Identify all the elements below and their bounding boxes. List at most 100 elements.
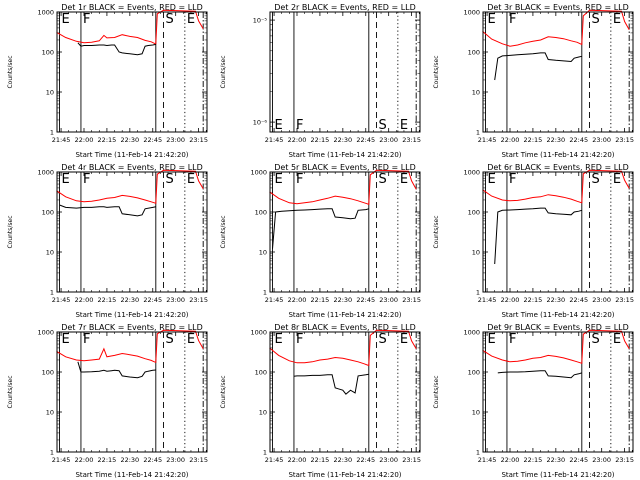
x-tick-label: 22:45 [356,136,375,144]
event-marker-label: E [187,12,195,27]
x-tick-label: 21:45 [478,136,497,144]
plot-frame [269,11,421,133]
lld-series-line [482,9,630,47]
x-tick-label: 22:30 [546,136,565,144]
x-tick-label: 22:00 [288,456,307,464]
x-tick-label: 22:15 [524,456,543,464]
x-tick-label: 23:15 [402,296,421,304]
x-tick-label: 22:00 [75,456,94,464]
event-marker-label: F [296,172,303,187]
y-tick-label: 10 [472,249,480,257]
x-tick-label: 22:30 [333,456,352,464]
lld-series-line [56,9,204,45]
y-tick-label: 100 [42,209,54,217]
x-axis-label: Start Time (11-Feb-14 21:42:20) [75,151,188,159]
y-axis-label: Counts/sec [7,375,14,408]
y-axis-label: Counts/sec [7,55,14,88]
events-series-line [77,361,156,379]
x-tick-label: 22:30 [333,136,352,144]
event-marker-label: E [400,172,408,187]
chart-title: Det 9r BLACK = Events, RED = LLD [487,323,629,332]
x-tick-label: 22:15 [524,136,543,144]
event-marker-label: S [591,332,599,347]
y-tick-label: 1 [263,449,267,457]
x-tick-label: 22:00 [501,456,520,464]
chart-title: Det 4r BLACK = Events, RED = LLD [61,163,203,172]
x-tick-label: 23:00 [592,136,611,144]
x-tick-label: 23:00 [166,136,185,144]
event-marker-label: S [165,172,173,187]
x-tick-label: 21:45 [265,136,284,144]
chart-panel-5: Det 5r BLACK = Events, RED = LLD Start Ti… [220,163,421,319]
y-tick-label: 1000 [250,169,267,177]
x-tick-label: 23:15 [615,456,634,464]
y-tick-label: 1 [476,129,480,137]
x-tick-label: 22:30 [120,136,139,144]
event-marker-label: E [613,172,621,187]
x-tick-label: 21:45 [265,296,284,304]
y-axis-label: Counts/sec [220,55,227,88]
y-axis-label: Counts/sec [433,215,440,248]
y-axis-label: Counts/sec [433,55,440,88]
chart-title: Det 5r BLACK = Events, RED = LLD [274,163,416,172]
y-tick-label: 1000 [463,9,480,17]
y-tick-label: 10 [46,249,54,257]
x-tick-label: 22:15 [98,456,117,464]
x-tick-label: 23:00 [592,296,611,304]
x-tick-label: 23:00 [166,456,185,464]
y-tick-label: 1000 [250,329,267,337]
lld-series-line [482,169,630,204]
y-tick-label: 10⁻⁶ [253,119,268,127]
x-tick-label: 22:00 [501,296,520,304]
x-tick-label: 22:45 [143,456,162,464]
lld-series-line [482,329,630,364]
event-marker-label: E [488,12,496,27]
x-axis-label: Start Time (11-Feb-14 21:42:20) [288,311,401,319]
event-marker-label: E [613,332,621,347]
x-axis-label: Start Time (11-Feb-14 21:42:20) [288,151,401,159]
x-tick-label: 22:15 [311,296,330,304]
event-marker-label: F [509,12,516,27]
chart-panel-1: Det 1r BLACK = Events, RED = LLD Start Ti… [7,3,208,159]
event-marker-label: F [83,332,90,347]
x-tick-label: 23:15 [189,136,208,144]
event-marker-label: E [488,172,496,187]
x-tick-label: 23:00 [379,296,398,304]
x-tick-label: 22:15 [98,296,117,304]
event-marker-label: S [165,12,173,27]
events-series-line [59,204,156,217]
y-tick-label: 100 [468,209,480,217]
y-axis-label: Counts/sec [220,375,227,408]
x-tick-label: 22:00 [75,136,94,144]
x-tick-label: 22:45 [569,296,588,304]
event-marker-label: S [591,12,599,27]
x-tick-label: 22:45 [569,136,588,144]
plot-frame [482,171,634,293]
x-tick-label: 22:45 [569,456,588,464]
y-tick-label: 1 [263,289,267,297]
x-tick-label: 22:30 [120,296,139,304]
y-tick-label: 10⁻⁵ [253,17,268,25]
event-marker-label: F [509,332,516,347]
x-tick-label: 23:00 [379,136,398,144]
event-marker-label: E [62,12,70,27]
x-tick-label: 21:45 [478,456,497,464]
x-tick-label: 22:15 [98,136,117,144]
x-axis-label: Start Time (11-Feb-14 21:42:20) [288,471,401,479]
plot-frame [269,171,421,293]
chart-title: Det 3r BLACK = Events, RED = LLD [487,3,629,12]
x-tick-label: 21:45 [478,296,497,304]
y-tick-label: 100 [468,369,480,377]
y-tick-label: 10 [46,409,54,417]
y-tick-label: 1 [50,289,54,297]
lld-series-line [56,169,204,204]
y-tick-label: 10 [472,89,480,97]
x-tick-label: 22:30 [546,296,565,304]
y-tick-label: 1 [50,449,54,457]
x-tick-label: 23:15 [615,136,634,144]
event-marker-label: E [275,118,283,133]
events-series-line [494,207,582,265]
chart-title: Det 8r BLACK = Events, RED = LLD [274,323,416,332]
x-tick-label: 23:15 [402,136,421,144]
